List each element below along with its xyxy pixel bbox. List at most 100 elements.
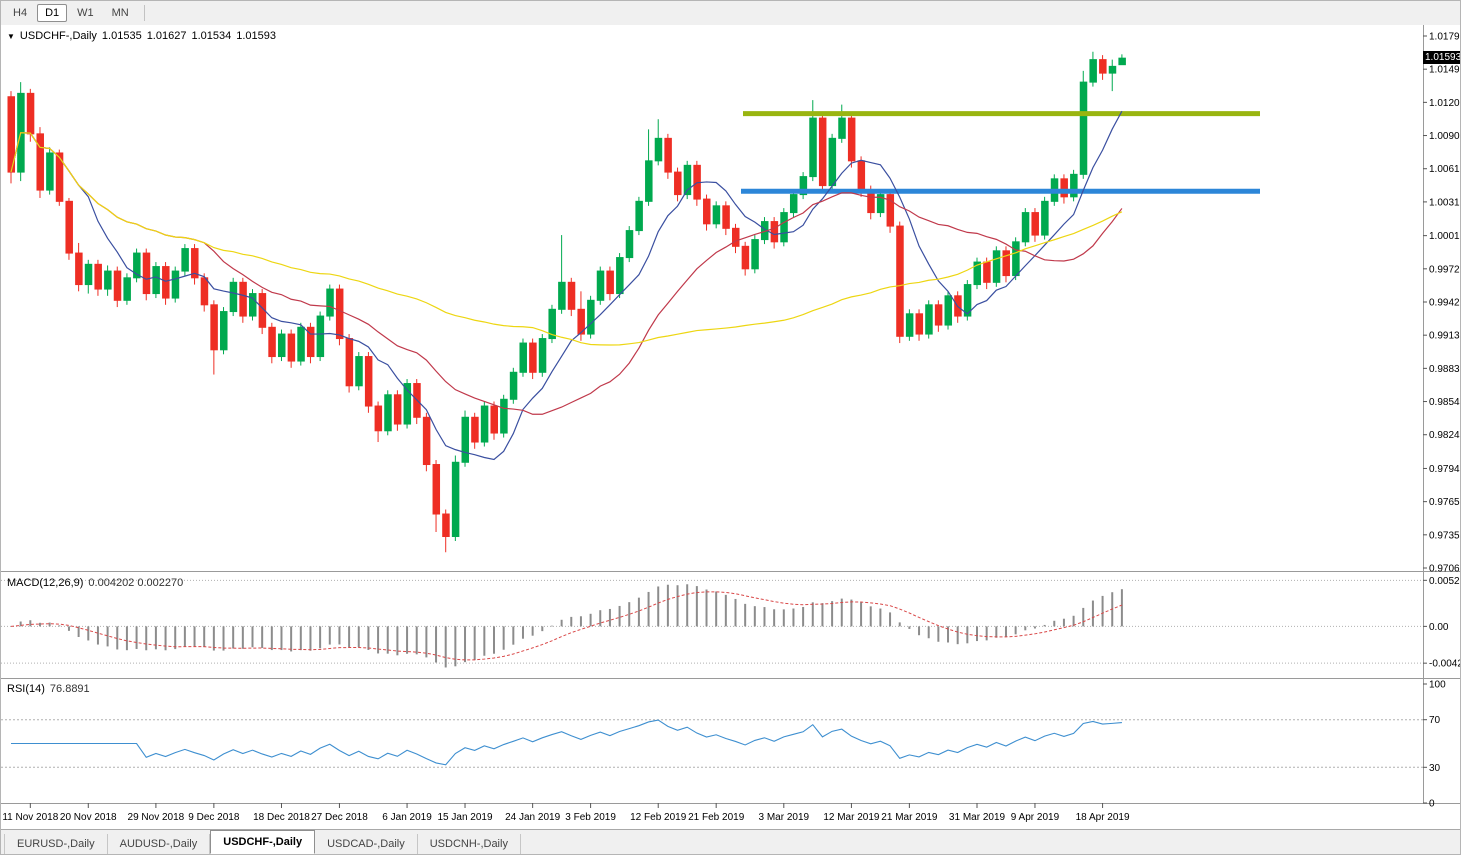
- candle: [345, 338, 354, 387]
- candle: [123, 277, 131, 301]
- candle: [191, 248, 199, 279]
- candle: [741, 245, 750, 270]
- candle: [268, 326, 276, 358]
- tab-eurusd-daily[interactable]: EURUSD-,Daily: [4, 834, 108, 854]
- candle: [732, 227, 740, 247]
- candle: [1089, 59, 1097, 83]
- candle: [509, 371, 518, 400]
- candle: [519, 342, 527, 373]
- candle: [905, 313, 914, 337]
- svg-text:70: 70: [1429, 715, 1441, 726]
- svg-text:9 Dec 2018: 9 Dec 2018: [188, 812, 240, 823]
- candle: [529, 342, 537, 373]
- tab-usdcnh-daily[interactable]: USDCNH-,Daily: [418, 834, 521, 854]
- candle: [490, 405, 498, 434]
- candle: [1118, 57, 1126, 66]
- svg-text:1.01200: 1.01200: [1429, 98, 1461, 109]
- candle: [26, 92, 35, 135]
- candle: [500, 398, 508, 434]
- chart-background: [1, 25, 1460, 831]
- tf-w1-button[interactable]: W1: [77, 7, 94, 19]
- candle: [355, 356, 363, 387]
- svg-text:0.99425: 0.99425: [1429, 298, 1461, 309]
- svg-text:0.98835: 0.98835: [1429, 364, 1461, 375]
- candle: [287, 333, 296, 362]
- candle: [133, 252, 141, 279]
- ma-fast-line: [10, 110, 1123, 461]
- candle: [374, 405, 383, 432]
- chart-area: 1.01790 1.01495 1.01200 1.00905 1.00610 1.003…: [1, 25, 1461, 831]
- svg-text:29 Nov 2018: 29 Nov 2018: [128, 812, 185, 823]
- candle: [46, 152, 54, 191]
- candle: [538, 338, 547, 373]
- svg-text:18 Apr 2019: 18 Apr 2019: [1076, 812, 1130, 823]
- tf-mn-button[interactable]: MN: [111, 7, 129, 19]
- svg-text:3 Feb 2019: 3 Feb 2019: [565, 812, 616, 823]
- ma-slow-line: [10, 132, 1123, 346]
- candle: [471, 416, 479, 443]
- candle: [442, 513, 450, 538]
- macd-panel: 0.005275 0.00 -0.004215: [1, 576, 1461, 670]
- candle: [896, 225, 904, 337]
- candle: [55, 152, 64, 202]
- candle: [162, 266, 170, 299]
- tab-usdchf-daily[interactable]: USDCHF-,Daily: [210, 830, 316, 854]
- candle: [983, 261, 991, 283]
- tab-usdcad-daily[interactable]: USDCAD-,Daily: [315, 834, 418, 854]
- candle: [461, 416, 470, 463]
- candle: [326, 288, 334, 317]
- candle: [393, 394, 402, 425]
- candle: [606, 270, 614, 295]
- tf-h4-button[interactable]: H4: [13, 7, 28, 19]
- rsi-line: [11, 719, 1122, 766]
- candle: [625, 230, 634, 259]
- tab-audusd-daily[interactable]: AUDUSD-,Daily: [108, 834, 211, 854]
- svg-text:1.00610: 1.00610: [1429, 164, 1461, 175]
- svg-text:1.00315: 1.00315: [1429, 197, 1461, 208]
- svg-text:-0.004215: -0.004215: [1429, 659, 1461, 670]
- candle: [886, 194, 895, 227]
- candle: [239, 281, 247, 317]
- candle: [1031, 212, 1039, 236]
- svg-text:100: 100: [1429, 680, 1446, 691]
- svg-text:1.00905: 1.00905: [1429, 131, 1461, 142]
- rsi-panel: 100 70 30 0: [1, 680, 1446, 810]
- candle: [152, 266, 160, 295]
- svg-text:9 Apr 2019: 9 Apr 2019: [1011, 812, 1060, 823]
- svg-text:18 Dec 2018: 18 Dec 2018: [253, 812, 310, 823]
- svg-text:30: 30: [1429, 763, 1441, 774]
- candle: [306, 326, 315, 358]
- candle: [84, 263, 93, 286]
- candle: [113, 270, 122, 301]
- candle: [364, 356, 373, 407]
- svg-text:1.01790: 1.01790: [1429, 32, 1461, 43]
- candle: [596, 270, 605, 301]
- candle: [809, 117, 817, 178]
- svg-text:0.98245: 0.98245: [1429, 430, 1461, 441]
- chart-canvas[interactable]: 1.01790 1.01495 1.01200 1.00905 1.00610 1.003…: [1, 25, 1461, 831]
- candle: [171, 270, 180, 299]
- candle: [703, 198, 711, 225]
- candle: [799, 176, 808, 196]
- svg-text:0.97945: 0.97945: [1429, 464, 1461, 475]
- candle: [934, 304, 943, 326]
- candle: [422, 416, 431, 466]
- candle: [75, 252, 83, 286]
- candle: [1041, 200, 1049, 236]
- candle: [220, 311, 228, 351]
- candle: [297, 326, 305, 362]
- svg-text:6 Jan 2019: 6 Jan 2019: [382, 812, 432, 823]
- candle: [403, 383, 412, 425]
- candle: [857, 160, 866, 191]
- candle: [722, 205, 730, 229]
- macd-signal-line: [10, 591, 1123, 661]
- candle: [1002, 250, 1010, 277]
- tf-d1-button[interactable]: D1: [37, 4, 68, 22]
- candle: [94, 263, 102, 290]
- candle: [277, 333, 286, 358]
